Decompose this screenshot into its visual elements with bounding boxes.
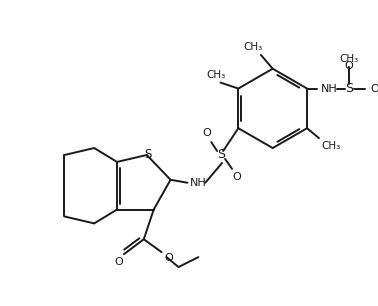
Text: CH₃: CH₃ bbox=[243, 42, 262, 52]
Text: S: S bbox=[345, 82, 353, 95]
Text: S: S bbox=[144, 148, 152, 162]
Text: O: O bbox=[344, 61, 353, 71]
Text: O: O bbox=[164, 253, 173, 263]
Text: O: O bbox=[202, 128, 211, 138]
Text: S: S bbox=[217, 148, 225, 162]
Text: NH: NH bbox=[190, 178, 207, 188]
Text: CH₃: CH₃ bbox=[339, 54, 358, 64]
Text: CH₃: CH₃ bbox=[206, 70, 225, 80]
Text: O: O bbox=[115, 257, 123, 267]
Text: NH: NH bbox=[321, 84, 337, 94]
Text: O: O bbox=[370, 84, 378, 94]
Text: O: O bbox=[232, 172, 242, 182]
Text: CH₃: CH₃ bbox=[321, 141, 341, 151]
